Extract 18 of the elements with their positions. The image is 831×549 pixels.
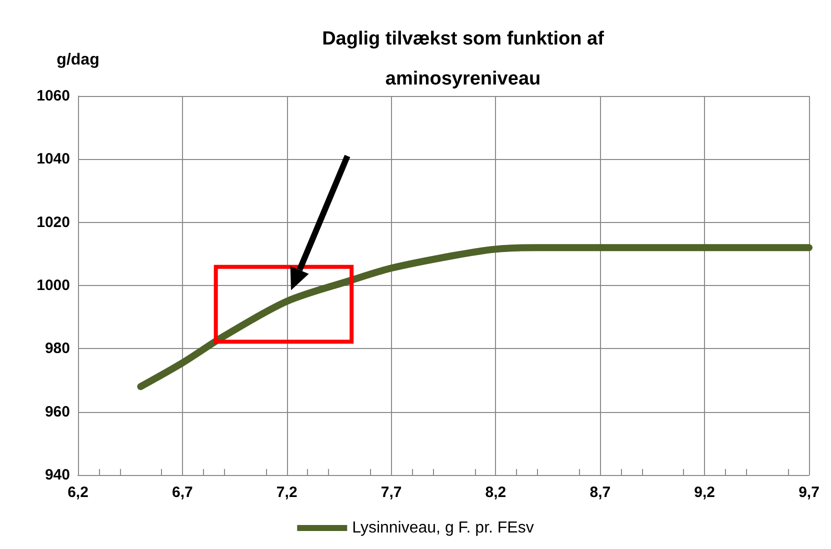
x-tick-label: 9,2 [694,484,715,501]
x-tick-label: 9,7 [798,484,820,501]
y-tick-label: 960 [44,403,70,420]
x-tick-label: 8,7 [590,484,611,501]
x-tick-label: 6,7 [172,484,193,501]
y-tick-label: 1040 [36,150,70,168]
y-tick-label: 1020 [36,214,70,231]
chart-title: Daglig tilvækst som funktion af aminosyreniveau [322,28,605,90]
y-tick-label: 980 [44,340,70,358]
x-tick-label: 8,2 [485,484,506,501]
legend-label: Lysinniveau, g F. pr. FEsv [352,520,534,536]
y-axis-title: g/dag [56,52,100,68]
x-tick-label: 7,7 [380,484,402,501]
x-tick-label: 6,2 [68,484,88,501]
y-tick-label: 1060 [36,88,70,104]
y-tick-label: 940 [44,466,70,484]
y-tick-label: 1000 [36,277,70,294]
x-tick-label: 7,2 [276,484,298,501]
